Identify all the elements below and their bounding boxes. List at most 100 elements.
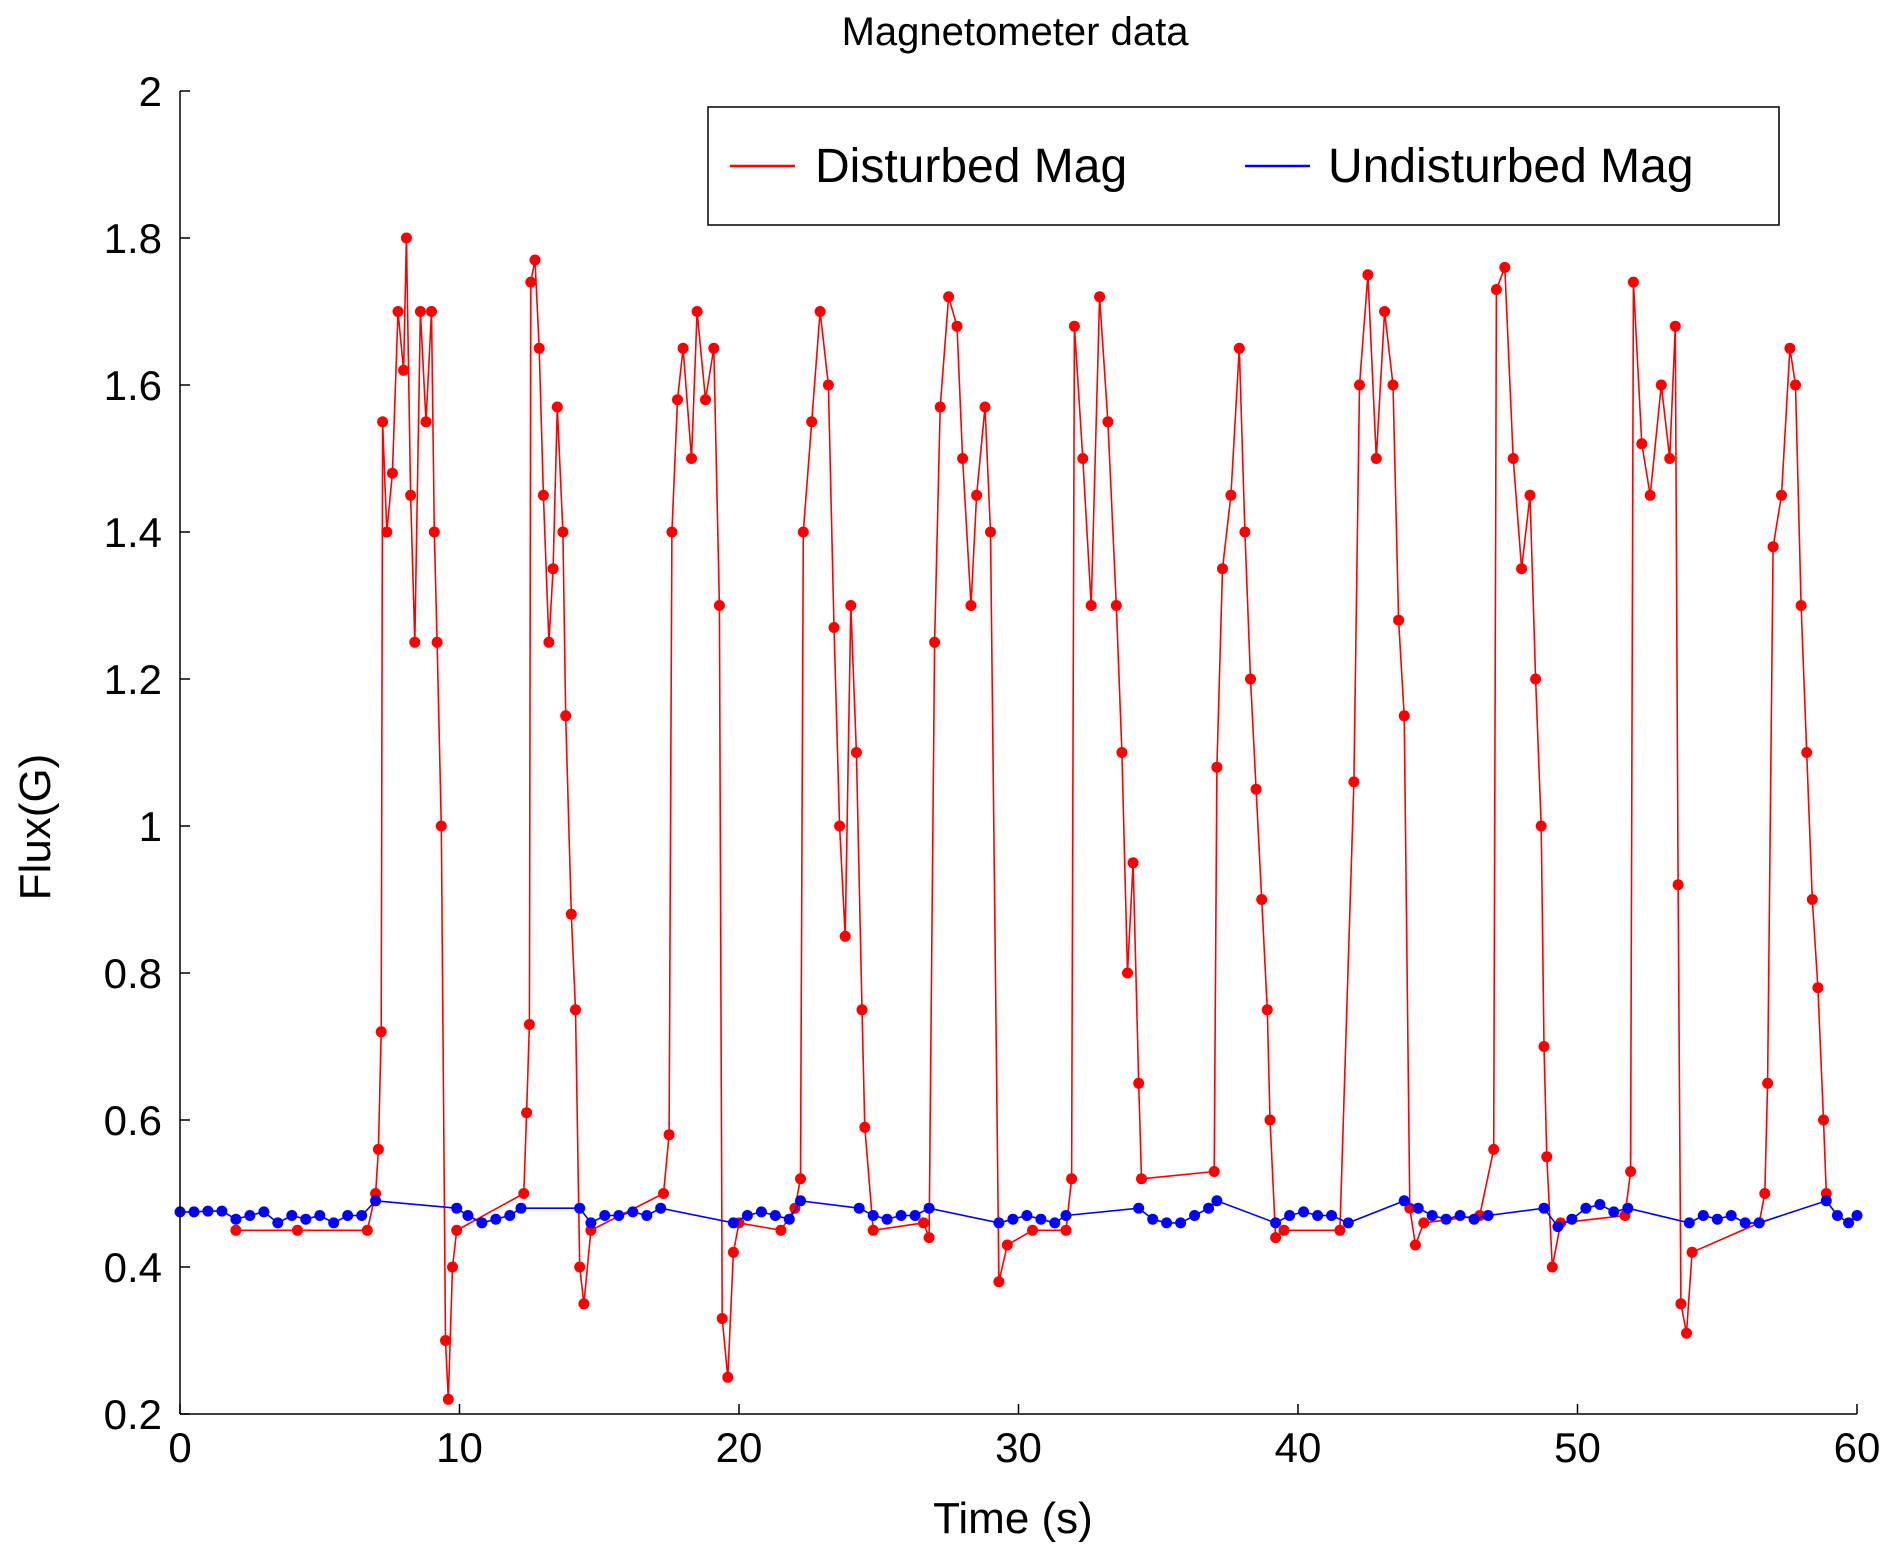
data-point bbox=[1334, 1224, 1346, 1236]
data-point bbox=[979, 401, 991, 413]
data-point bbox=[1552, 1221, 1564, 1233]
x-tick-label: 0 bbox=[168, 1424, 191, 1471]
data-point bbox=[834, 820, 846, 832]
data-point bbox=[1225, 489, 1237, 501]
data-point bbox=[377, 416, 389, 428]
data-point bbox=[797, 526, 809, 538]
data-point bbox=[1068, 320, 1080, 332]
data-point bbox=[850, 747, 862, 758]
x-tick-label: 20 bbox=[716, 1424, 763, 1471]
data-point bbox=[585, 1217, 597, 1229]
data-point bbox=[392, 306, 404, 317]
data-point bbox=[1233, 342, 1245, 354]
data-point bbox=[1147, 1213, 1159, 1225]
data-point bbox=[806, 416, 818, 428]
x-tick-label: 30 bbox=[995, 1424, 1042, 1471]
data-point bbox=[230, 1213, 242, 1225]
data-point bbox=[1136, 1173, 1147, 1185]
data-point bbox=[727, 1246, 739, 1258]
data-point bbox=[435, 820, 447, 832]
data-point bbox=[783, 1213, 795, 1225]
data-point bbox=[1812, 982, 1824, 994]
data-point bbox=[1211, 1195, 1223, 1207]
data-point bbox=[1250, 783, 1262, 795]
data-point bbox=[655, 1202, 667, 1214]
data-point bbox=[1245, 673, 1256, 685]
data-point bbox=[1636, 438, 1648, 450]
data-point bbox=[529, 254, 541, 266]
y-tick-label: 0.4 bbox=[104, 1244, 162, 1291]
data-point bbox=[1818, 1114, 1829, 1126]
y-tick-label: 1 bbox=[139, 803, 162, 850]
data-point bbox=[560, 710, 572, 722]
data-point bbox=[1454, 1210, 1466, 1221]
data-point bbox=[386, 467, 398, 479]
data-point bbox=[1767, 541, 1779, 553]
data-point bbox=[814, 306, 826, 317]
data-point bbox=[775, 1224, 787, 1236]
data-point bbox=[1795, 600, 1807, 611]
data-point bbox=[1622, 1202, 1634, 1214]
data-point bbox=[795, 1173, 806, 1185]
data-point bbox=[1133, 1202, 1145, 1214]
data-point bbox=[1681, 1327, 1692, 1339]
data-point bbox=[1499, 261, 1511, 273]
x-tick-label: 40 bbox=[1275, 1424, 1322, 1471]
data-point bbox=[521, 1107, 533, 1119]
data-point bbox=[867, 1210, 879, 1221]
data-point bbox=[1566, 1213, 1578, 1225]
y-tick-label: 0.6 bbox=[104, 1097, 162, 1144]
data-point bbox=[570, 1004, 581, 1016]
data-point bbox=[216, 1205, 228, 1217]
data-point bbox=[1264, 1114, 1276, 1126]
y-tick-label: 2 bbox=[139, 68, 162, 115]
data-point bbox=[957, 453, 969, 464]
series-line bbox=[235, 237, 1828, 1400]
data-point bbox=[971, 489, 983, 501]
data-point bbox=[1060, 1210, 1072, 1221]
legend-box bbox=[707, 106, 1780, 226]
data-point bbox=[1820, 1195, 1832, 1207]
data-point bbox=[1077, 453, 1089, 464]
data-point bbox=[409, 636, 421, 648]
data-point bbox=[1625, 1166, 1637, 1177]
y-axis-label: Flux(G) bbox=[11, 754, 60, 901]
data-point bbox=[1175, 1217, 1187, 1229]
data-point bbox=[272, 1217, 284, 1229]
data-point bbox=[533, 342, 545, 354]
data-point bbox=[1398, 1195, 1410, 1207]
data-point bbox=[420, 416, 432, 428]
data-point bbox=[1387, 379, 1399, 391]
data-point bbox=[574, 1261, 586, 1273]
data-point bbox=[426, 306, 437, 317]
data-point bbox=[490, 1213, 502, 1225]
data-point bbox=[828, 622, 840, 633]
data-point bbox=[1370, 453, 1382, 464]
data-point bbox=[1379, 306, 1391, 317]
data-point bbox=[663, 1129, 675, 1141]
data-point bbox=[1094, 291, 1106, 303]
data-point bbox=[1546, 1261, 1558, 1273]
data-point bbox=[934, 401, 946, 413]
data-point bbox=[1326, 1210, 1337, 1221]
data-point bbox=[1035, 1213, 1047, 1225]
data-point bbox=[1683, 1217, 1695, 1229]
data-point bbox=[1426, 1210, 1438, 1221]
data-point bbox=[1021, 1210, 1033, 1221]
data-point bbox=[300, 1213, 312, 1225]
data-point bbox=[1116, 747, 1128, 758]
data-point bbox=[641, 1210, 653, 1221]
data-point bbox=[613, 1210, 625, 1221]
data-point bbox=[1256, 894, 1268, 905]
data-point bbox=[1161, 1217, 1173, 1229]
data-point bbox=[1007, 1213, 1019, 1225]
data-point bbox=[1806, 894, 1818, 905]
data-point bbox=[1843, 1217, 1855, 1229]
data-point bbox=[1342, 1217, 1354, 1229]
data-point bbox=[881, 1213, 893, 1225]
data-point bbox=[741, 1210, 753, 1221]
data-point bbox=[658, 1188, 669, 1199]
data-point bbox=[1412, 1202, 1424, 1214]
